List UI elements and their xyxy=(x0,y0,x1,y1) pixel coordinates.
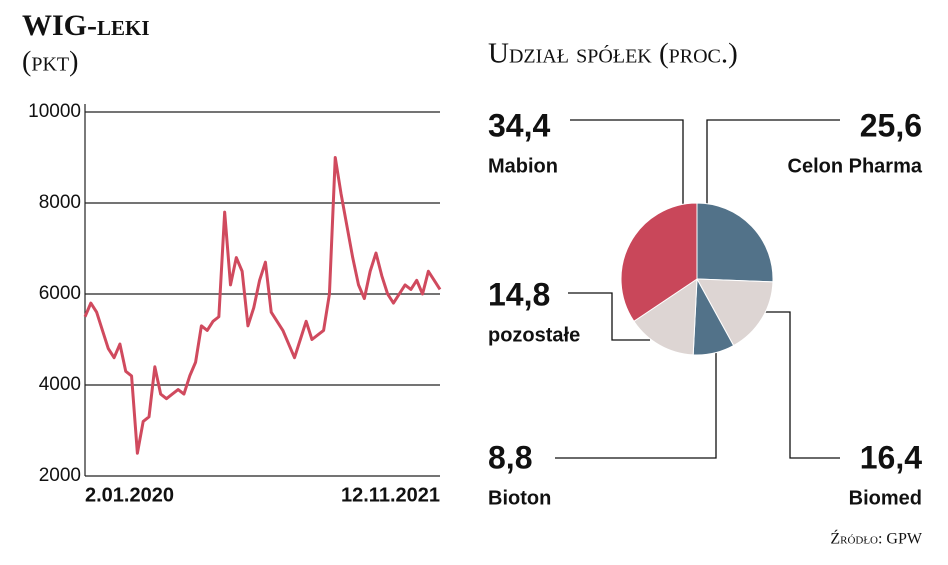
pie-slice xyxy=(696,278,774,347)
x-tick-label: 2.01.2020 xyxy=(85,484,174,506)
category-label: Celon Pharma xyxy=(788,155,923,177)
y-tick-label: 4000 xyxy=(39,374,81,395)
pie-slice xyxy=(696,202,774,283)
x-tick-label: 12.11.2021 xyxy=(341,484,440,506)
y-tick-label: 6000 xyxy=(39,283,81,304)
y-axis-label: (pkt) xyxy=(22,46,78,77)
line-title: WIG-leki xyxy=(22,9,150,42)
leader-lines xyxy=(555,119,840,459)
category-label: Bioton xyxy=(488,487,551,509)
value-label: 25,6 xyxy=(860,107,922,143)
category-label: Mabion xyxy=(488,155,558,177)
y-tick-label: 10000 xyxy=(28,101,81,122)
source: Źródło: GPW xyxy=(830,529,923,548)
y-tick-label: 8000 xyxy=(39,192,81,213)
value-label: 8,8 xyxy=(488,439,532,475)
value-label: 14,8 xyxy=(488,276,550,312)
pie-slice xyxy=(633,278,698,356)
data-line xyxy=(83,156,442,455)
category-label: Biomed xyxy=(849,487,922,509)
value-label: 34,4 xyxy=(488,107,550,143)
pie-slice xyxy=(620,202,698,323)
y-tick-label: 2000 xyxy=(39,465,81,486)
pie-title: Udział spółek (proc.) xyxy=(488,38,738,70)
value-label: 16,4 xyxy=(860,439,922,475)
category-label: pozostałe xyxy=(488,324,580,346)
